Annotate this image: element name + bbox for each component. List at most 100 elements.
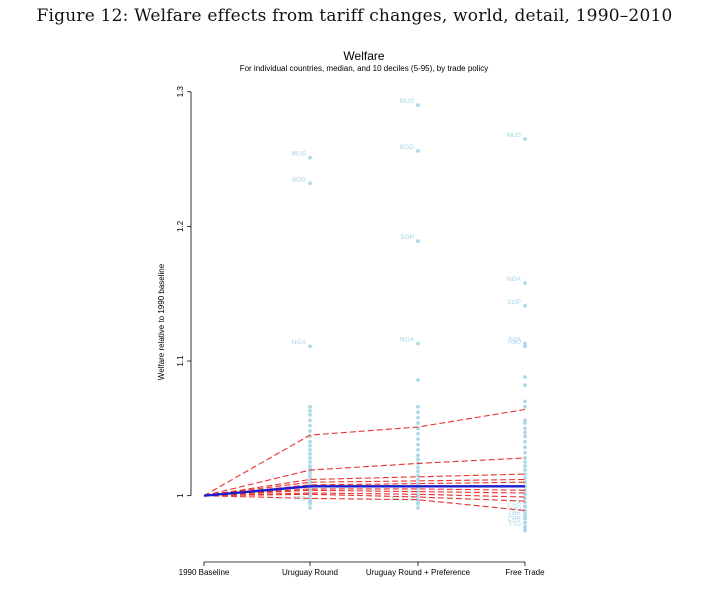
country-point [523, 520, 527, 525]
x-tick-label: Uruguay Round + Preference [366, 568, 471, 577]
country-point [523, 526, 527, 530]
country-label: MUS [292, 151, 307, 158]
chart-title: Welfare [343, 49, 384, 63]
country-point [416, 497, 420, 502]
median-line [203, 485, 525, 497]
country-point [523, 136, 527, 141]
decile-line-p90 [203, 457, 526, 497]
country-point [308, 464, 312, 468]
country-point [416, 465, 420, 470]
country-point [308, 155, 312, 160]
country-point [523, 421, 527, 425]
country-point [416, 149, 420, 153]
country-point [523, 303, 527, 308]
country-point [416, 469, 420, 474]
country-label: TTO [293, 495, 306, 502]
country-point [523, 439, 527, 444]
country-point [523, 426, 527, 431]
country-point [523, 344, 527, 349]
country-point [523, 480, 527, 485]
country-point [308, 456, 312, 460]
country-point [308, 447, 312, 452]
country-point [416, 447, 420, 452]
country-point [308, 443, 312, 448]
country-label: MUS [507, 132, 522, 139]
y-tick-label: 1.3 [176, 86, 185, 98]
y-tick-label: 1.1 [176, 355, 185, 367]
country-point [308, 439, 312, 444]
country-point [416, 493, 420, 498]
country-point [308, 477, 312, 482]
country-point [416, 437, 420, 442]
country-point [308, 493, 312, 498]
country-point [416, 377, 420, 382]
country-point [523, 434, 527, 439]
country-label: TGO [507, 339, 521, 346]
plot-area: 1 1.1 1.2 1.3 1990 Baseline Uruguay Round Urug… [176, 86, 545, 577]
country-point [416, 341, 420, 346]
country-label: LBR [508, 510, 521, 517]
x-tick-label: Uruguay Round [282, 568, 338, 577]
y-tick-label: 1.2 [176, 220, 185, 232]
country-point [523, 418, 527, 423]
country-label: NGA [507, 276, 522, 283]
x-tick-label: 1990 Baseline [179, 568, 230, 577]
country-point [308, 429, 312, 433]
country-point [523, 399, 527, 404]
country-point [308, 181, 312, 186]
country-label: TZA [509, 499, 522, 506]
country-point [416, 103, 420, 108]
country-point [308, 500, 312, 505]
country-point [523, 468, 527, 472]
country-point [416, 431, 420, 436]
country-point [523, 512, 527, 517]
country-label: BGD [292, 176, 306, 183]
country-point [308, 412, 312, 417]
country-point [308, 496, 312, 501]
country-point [416, 505, 420, 510]
y-axis-label: Welfare relative to 1990 baseline [157, 263, 166, 380]
country-point [416, 457, 420, 462]
country-point [308, 418, 312, 423]
country-point [308, 472, 312, 477]
country-point [523, 404, 527, 409]
country-point [308, 505, 312, 510]
country-point [523, 281, 527, 285]
decile-line-p5 [203, 495, 526, 512]
country-point [308, 491, 312, 495]
chart-subtitle: For individual countries, median, and 10… [240, 64, 489, 73]
country-label: IRLTTO [391, 495, 414, 502]
y-tick-label: 1 [176, 493, 185, 498]
country-point [416, 410, 420, 415]
x-tick-label: Free Trade [505, 568, 545, 577]
country-point [308, 480, 312, 485]
country-point [416, 442, 420, 447]
country-point [523, 464, 527, 468]
country-label: SGP [400, 234, 414, 241]
country-label: ZMB [507, 516, 521, 523]
country-point [523, 472, 527, 477]
country-point [416, 453, 420, 458]
country-point [308, 474, 312, 479]
country-point [308, 488, 312, 493]
country-point [308, 344, 312, 349]
country-point [308, 408, 312, 413]
country-point [416, 500, 420, 505]
country-point [523, 504, 527, 509]
country-point [523, 445, 527, 450]
country-label: NGA [292, 339, 307, 346]
country-point [523, 528, 527, 533]
country-point [416, 421, 420, 425]
country-point [416, 404, 420, 409]
country-point [308, 452, 312, 456]
country-point [523, 460, 527, 464]
country-point [308, 423, 312, 428]
country-point [523, 515, 527, 520]
country-point [523, 456, 527, 460]
decile-line-p95 [203, 408, 526, 497]
country-label: NGA [400, 337, 415, 344]
country-point [416, 477, 420, 482]
country-point [308, 404, 312, 409]
country-label: TTO [508, 521, 521, 528]
country-point [416, 481, 420, 486]
